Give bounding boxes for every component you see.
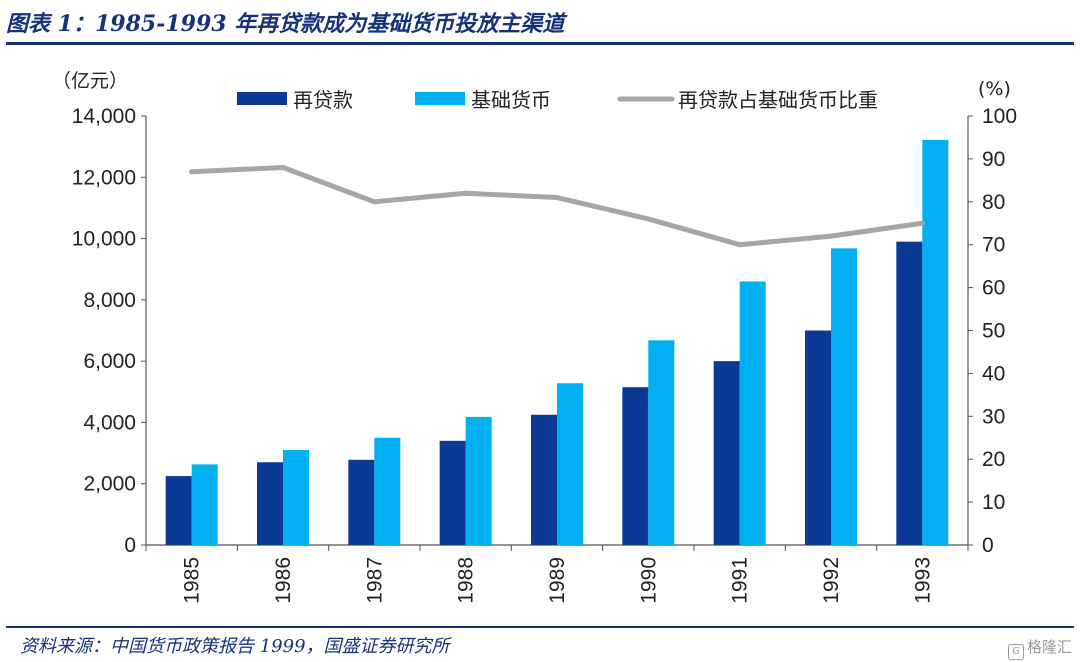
legend-swatch-jichuhuobi [415,92,465,105]
x-tick-label: 1990 [637,557,660,604]
watermark-text: 格隆汇 [1026,638,1072,656]
footer-divider [6,626,1074,628]
bar-zaidaikuan-1989 [531,414,557,545]
right-axis-unit: (%) [978,78,1011,100]
bar-zaidaikuan-1986 [257,462,283,545]
left-tick-label: 4,000 [83,411,136,434]
legend-label-zaidaikuan: 再贷款 [293,88,353,112]
x-tick-label: 1989 [546,557,569,604]
line-point-1985 [189,169,195,175]
bar-jichuhuobi-1986 [283,450,309,545]
right-tick-label: 10 [982,491,1005,514]
right-tick-label: 90 [982,148,1005,171]
line-point-1987 [371,199,377,205]
left-tick-label: 0 [124,534,136,557]
line-point-1986 [280,164,286,170]
left-axis-unit: （亿元） [52,70,128,92]
bar-zaidaikuan-1992 [805,330,831,545]
bar-jichuhuobi-1992 [831,248,857,545]
right-tick-label: 20 [982,448,1005,471]
right-tick-label: 30 [982,405,1005,428]
line-ratio-series [189,164,925,248]
left-tick-label: 14,000 [72,105,136,128]
legend-label-ratio: 再贷款占基础货币比重 [678,88,878,112]
x-tick-label: 1985 [181,557,204,604]
right-tick-label: 0 [982,534,994,557]
bar-jichuhuobi-1993 [922,139,949,545]
right-tick-label: 100 [982,105,1017,128]
title-divider [6,42,1074,45]
right-tick-label: 50 [982,320,1005,343]
left-tick-label: 12,000 [72,166,136,189]
bar-zaidaikuan-1988 [439,440,466,545]
line-point-1988 [463,190,469,196]
bar-jichuhuobi-1991 [739,281,766,545]
watermark: G 格隆汇 [1007,636,1072,660]
bar-zaidaikuan-1990 [622,387,649,545]
bar-zaidaikuan-1993 [896,241,923,545]
line-point-1992 [828,233,834,239]
x-tick-label: 1991 [729,557,752,604]
bar-jichuhuobi-1989 [557,383,583,545]
x-tick-label: 1986 [272,557,295,604]
left-tick-label: 6,000 [83,350,136,373]
bar-jichuhuobi-1988 [465,416,492,545]
right-tick-label: 70 [982,234,1005,257]
x-tick-label: 1993 [911,557,934,604]
left-tick-label: 2,000 [83,473,136,496]
line-point-1989 [554,195,560,201]
bar-zaidaikuan-1991 [713,361,740,545]
legend-swatch-zaidaikuan [237,92,287,105]
chart-title: 图表 1：1985-1993 年再贷款成为基础货币投放主渠道 [6,11,565,37]
right-tick-label: 80 [982,191,1005,214]
bar-zaidaikuan-1987 [348,459,375,545]
x-tick-label: 1987 [363,557,386,604]
bar-zaidaikuan-1985 [165,476,192,545]
left-tick-label: 10,000 [72,228,136,251]
source-note: 资料来源：中国货币政策报告 1999，国盛证券研究所 [20,636,450,657]
left-tick-label: 8,000 [83,289,136,312]
line-point-1990 [645,216,651,222]
x-tick-label: 1988 [455,557,478,604]
bar-jichuhuobi-1987 [374,437,401,545]
right-tick-label: 60 [982,277,1005,300]
x-tick-label: 1992 [820,557,843,604]
line-point-1991 [737,242,743,248]
legend-label-jichuhuobi: 基础货币 [471,88,551,112]
line-point-1993 [919,220,925,226]
bar-jichuhuobi-1990 [648,340,675,545]
bar-jichuhuobi-1985 [191,464,218,545]
gelonghui-logo-icon: G [1007,644,1024,660]
right-tick-label: 40 [982,362,1005,385]
